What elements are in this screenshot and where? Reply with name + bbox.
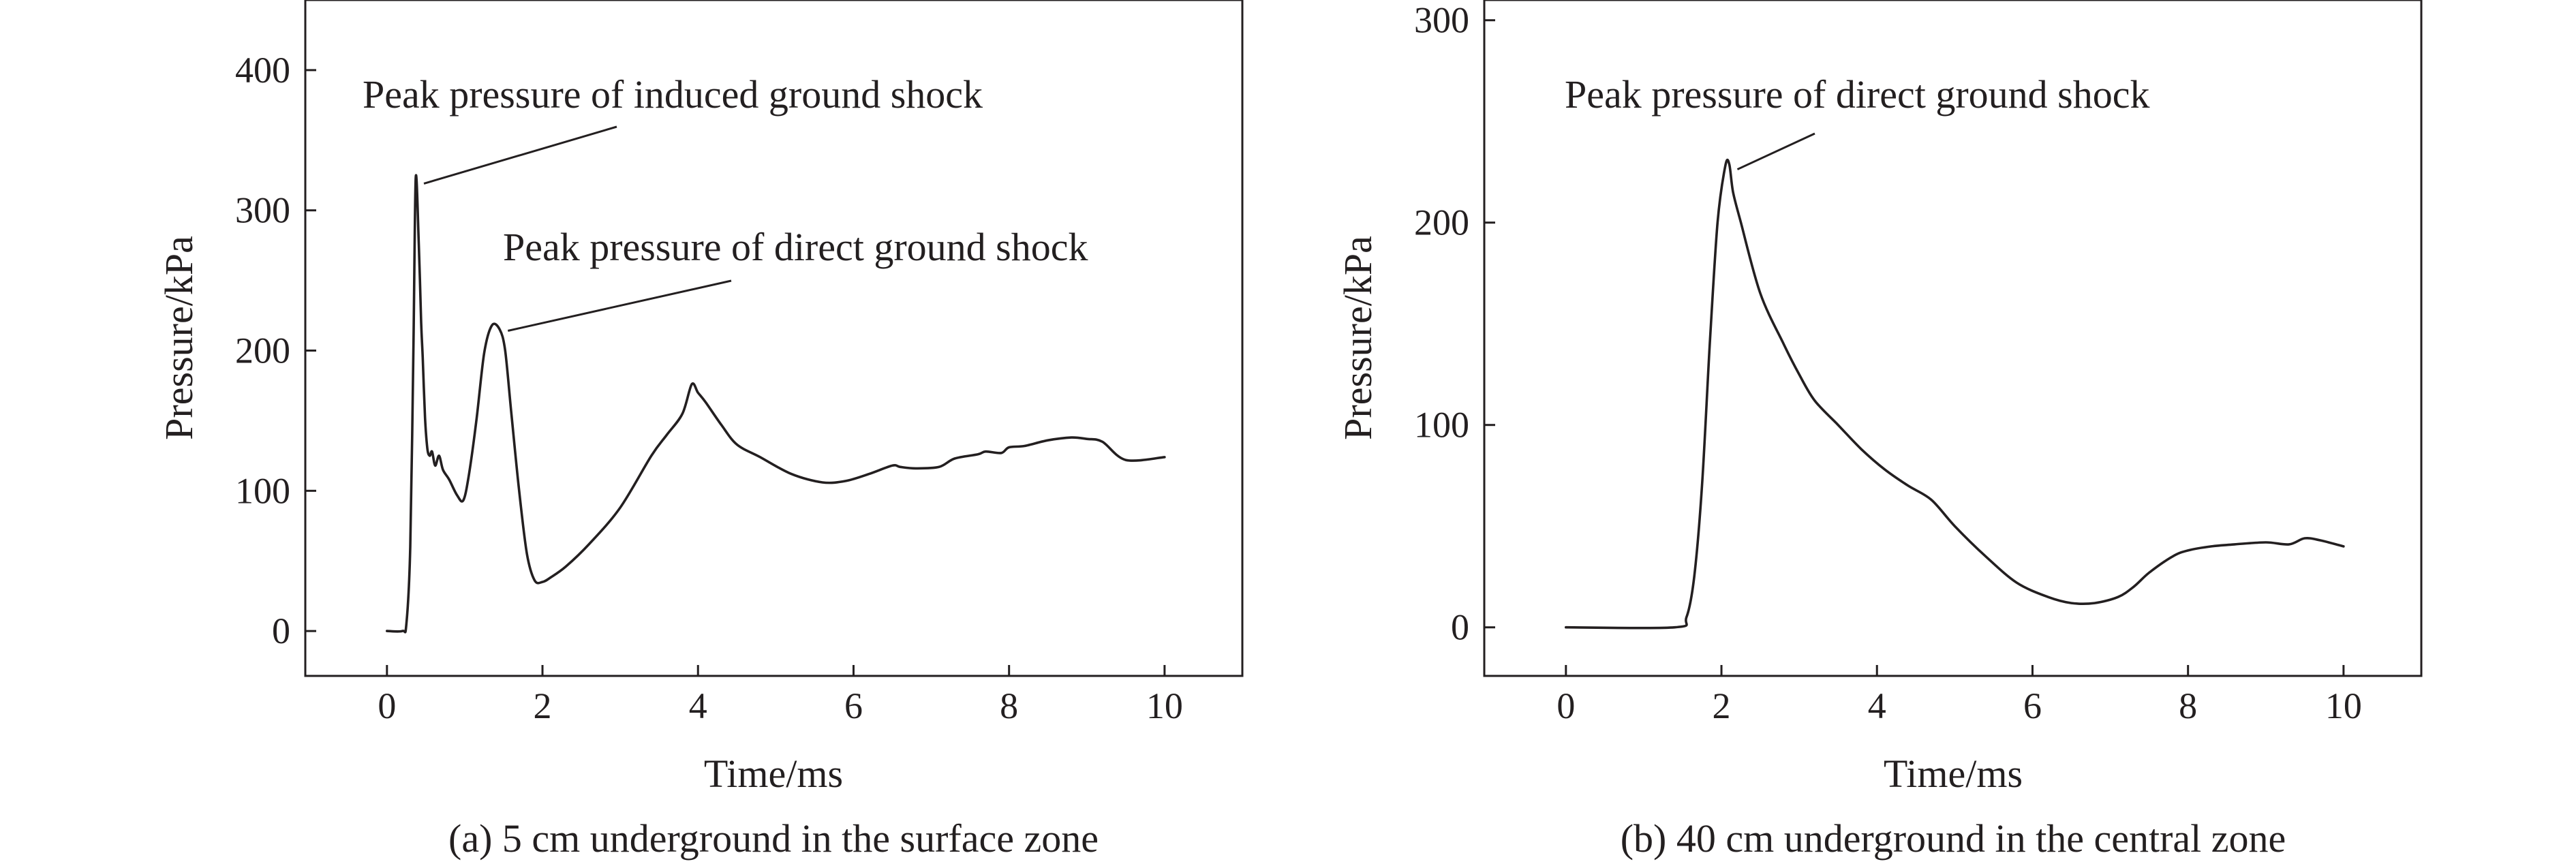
- x-tick-label-a: 0: [378, 685, 396, 726]
- x-tick-label-b: 8: [2179, 685, 2197, 726]
- y-axis-label-b: Pressure/kPa: [1336, 236, 1380, 440]
- x-tick-label-b: 6: [2023, 685, 2042, 726]
- plot-frame-b: [1483, 0, 2423, 677]
- x-tick-label-b: 0: [1557, 685, 1575, 726]
- annotations-b: Peak pressure of direct ground shock: [1565, 72, 2149, 170]
- x-axis-label-b: Time/ms: [1884, 752, 2023, 796]
- y-tick-label-b: 0: [1451, 607, 1469, 648]
- y-tick-label-a: 100: [235, 470, 290, 511]
- x-tick-label-b: 2: [1713, 685, 1731, 726]
- annotation-label-a: Peak pressure of direct ground shock: [503, 225, 1088, 269]
- y-tick-label-b: 300: [1414, 0, 1469, 41]
- x-tick-label-a: 2: [534, 685, 552, 726]
- caption-a: (a) 5 cm underground in the surface zone: [448, 816, 1099, 861]
- annotation-leader-b: [1736, 132, 1815, 170]
- annotation-leader-a: [423, 125, 617, 185]
- annotations-a: Peak pressure of induced ground shock Pea…: [363, 72, 1088, 332]
- x-tick-label-a: 6: [844, 685, 863, 726]
- y-tick-label-b: 100: [1414, 405, 1469, 446]
- y-tick-label-a: 300: [235, 190, 290, 231]
- y-tick-label-b: 200: [1414, 202, 1469, 243]
- y-tick-label-a: 400: [235, 50, 290, 91]
- pressure-curve-a: [386, 174, 1166, 634]
- y-tick-label-a: 0: [272, 610, 290, 651]
- annotation-leader-a: [507, 279, 732, 332]
- annotation-label-a: Peak pressure of induced ground shock: [363, 72, 983, 117]
- plot-frame-a: [304, 0, 1244, 677]
- x-tick-label-a: 10: [1146, 685, 1183, 726]
- x-tick-label-b: 4: [1868, 685, 1886, 726]
- pressure-curve-b: [1565, 158, 2345, 630]
- x-tick-label-a: 4: [689, 685, 707, 726]
- annotation-label-b: Peak pressure of direct ground shock: [1565, 72, 2149, 117]
- x-tick-label-b: 10: [2325, 685, 2362, 726]
- x-tick-label-a: 8: [1000, 685, 1018, 726]
- caption-b: (b) 40 cm underground in the central zon…: [1621, 816, 2286, 861]
- y-axis-label-a: Pressure/kPa: [157, 236, 201, 440]
- x-axis-label-a: Time/ms: [704, 752, 843, 796]
- y-tick-label-a: 200: [235, 330, 290, 371]
